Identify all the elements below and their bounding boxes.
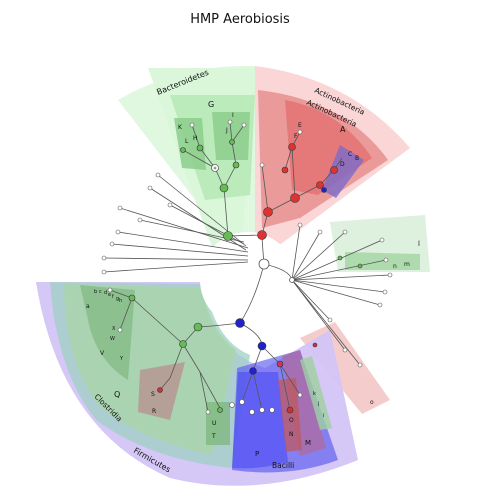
sector-B xyxy=(322,145,364,198)
label-bacilli: Bacilli xyxy=(272,461,294,470)
node-D xyxy=(316,181,324,189)
node-bacteroidetes xyxy=(223,231,233,241)
node-firmicutes xyxy=(235,318,245,328)
label-h: h xyxy=(119,298,122,304)
node-A xyxy=(290,193,300,203)
label-n: n xyxy=(393,263,397,270)
label-T: T xyxy=(211,433,216,440)
node-Q xyxy=(179,340,187,348)
label-C: C xyxy=(348,151,352,158)
label-M: M xyxy=(305,439,311,447)
node-M xyxy=(276,360,284,368)
sector-N-O xyxy=(278,378,302,452)
label-m: m xyxy=(404,261,410,268)
label-f: f xyxy=(112,294,114,300)
label-H: H xyxy=(193,135,198,142)
node-J xyxy=(229,139,235,145)
label-W: W xyxy=(110,336,115,342)
label-G: G xyxy=(208,100,214,109)
label-i: i xyxy=(323,413,324,419)
label-F: F xyxy=(294,133,298,140)
node-actinobacteria-class xyxy=(263,207,273,217)
node-B xyxy=(321,187,327,193)
node-H xyxy=(196,144,204,152)
label-R: R xyxy=(152,408,156,415)
label-g: g xyxy=(116,296,119,302)
label-o: o xyxy=(370,399,374,406)
label-V: V xyxy=(100,350,105,357)
node-K xyxy=(180,147,186,153)
node-F xyxy=(281,166,289,174)
label-Q: Q xyxy=(114,390,120,399)
sector-M xyxy=(282,350,326,456)
label-k: k xyxy=(313,391,316,397)
node-clostridia xyxy=(193,322,203,332)
leaf-nodes xyxy=(101,119,393,415)
node-o xyxy=(312,342,318,348)
label-X: X xyxy=(112,326,116,332)
diagram-title: HMP Aerobiosis xyxy=(190,12,290,27)
node-C xyxy=(330,166,338,174)
label-B: B xyxy=(355,155,359,162)
label-L: L xyxy=(185,138,189,145)
label-Y: Y xyxy=(119,356,124,362)
tree-center xyxy=(200,232,296,328)
node-N xyxy=(286,406,294,414)
node-bacteroidia xyxy=(219,183,229,193)
label-J: J xyxy=(225,127,228,134)
sector-V xyxy=(80,285,135,380)
node-actinobacteria xyxy=(257,230,267,240)
node-l xyxy=(357,263,363,269)
sector-k-j xyxy=(300,356,332,430)
label-K: K xyxy=(178,124,183,131)
label-U: U xyxy=(212,420,216,427)
node-right-hub xyxy=(289,277,295,283)
label-O: O xyxy=(289,417,294,424)
node-R xyxy=(157,387,163,393)
node-bacilli xyxy=(257,341,267,351)
label-j: j xyxy=(317,401,319,407)
label-c: c xyxy=(99,289,102,295)
label-D: D xyxy=(340,161,345,168)
label-E: E xyxy=(298,122,302,129)
sector-T-U xyxy=(206,402,230,445)
node-T xyxy=(217,407,223,413)
label-I: I xyxy=(232,112,234,119)
label-d: d xyxy=(104,290,107,296)
node-I xyxy=(232,161,240,169)
sector-P xyxy=(232,372,288,469)
label-A: A xyxy=(340,125,346,134)
label-l: l xyxy=(418,240,420,248)
node-V xyxy=(128,294,136,302)
label-N: N xyxy=(289,431,294,438)
sector-H-K-L xyxy=(174,118,206,170)
label-e: e xyxy=(108,292,111,298)
node-I-right xyxy=(337,255,343,261)
label-a: a xyxy=(86,303,90,310)
label-P: P xyxy=(255,450,259,458)
node-root xyxy=(258,258,270,270)
node-P xyxy=(249,367,257,375)
label-S: S xyxy=(151,391,155,398)
node-E xyxy=(288,143,296,151)
label-b: b xyxy=(94,289,97,295)
